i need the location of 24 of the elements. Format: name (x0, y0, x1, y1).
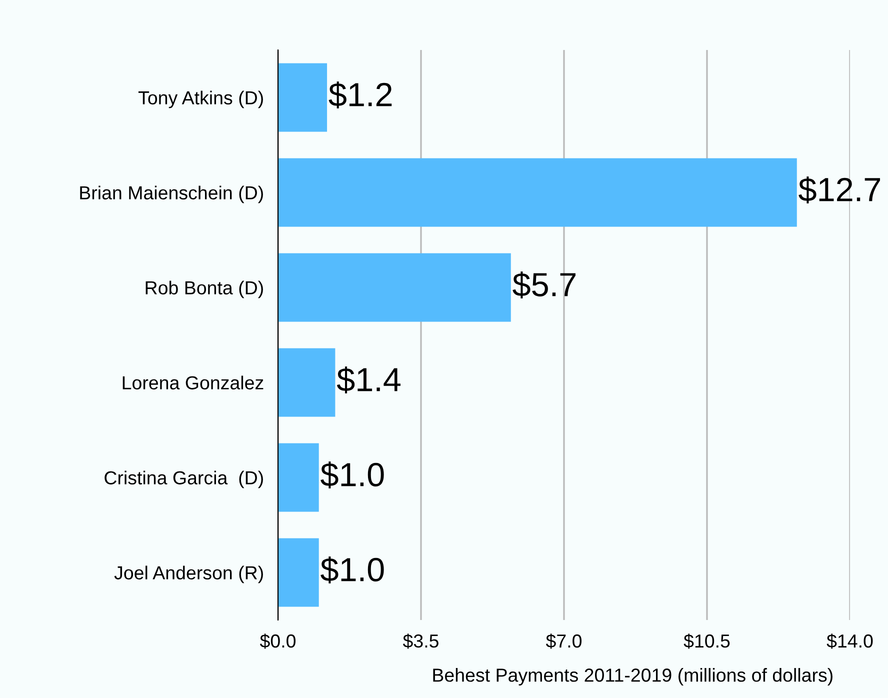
y-tick-label: Tony Atkins (D) (138, 90, 263, 108)
bar (278, 348, 336, 417)
bar (278, 253, 511, 322)
x-tick-label: $10.5 (684, 634, 730, 649)
bar (278, 443, 319, 512)
data-label: $1.0 (320, 556, 384, 584)
data-label: $12.7 (798, 176, 880, 204)
x-tick-label: $3.5 (402, 634, 438, 649)
y-tick-label: Lorena Gonzalez (122, 376, 264, 390)
y-tick-label: Joel Anderson (R) (114, 566, 263, 584)
y-tick-label: Rob Bonta (D) (146, 280, 263, 298)
x-tick-label: $14.0 (826, 634, 873, 649)
data-label: $1.2 (328, 81, 392, 108)
x-axis-title: Behest Payments 2011-2019 (millions of dollars) (433, 668, 832, 686)
data-label: $1.4 (336, 366, 400, 394)
bar (278, 538, 319, 607)
x-tick-label: $0.0 (260, 634, 296, 649)
y-tick-label: Brian Maienschein (D) (80, 186, 263, 204)
data-label: $1.0 (320, 461, 384, 488)
x-tick-label: $7.0 (546, 634, 582, 649)
data-label: $5.7 (512, 271, 576, 298)
y-tick-label: Cristina Garcia (D) (104, 470, 263, 488)
bar (278, 63, 328, 132)
bar (278, 158, 797, 227)
